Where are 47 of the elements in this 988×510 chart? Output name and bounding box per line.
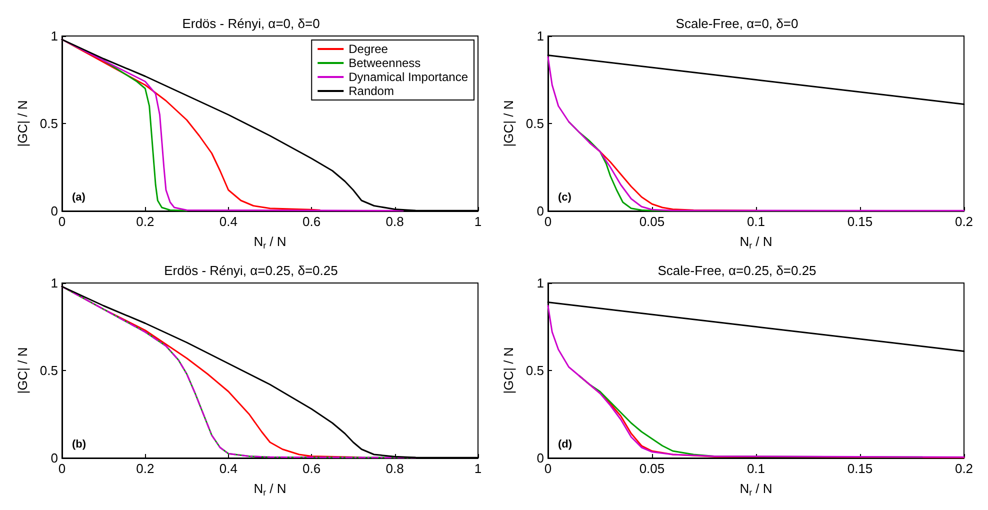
x-tick-label: 0.15 bbox=[847, 214, 873, 229]
x-tick-label: 0.6 bbox=[302, 214, 321, 229]
x-tick-label: 0.1 bbox=[746, 214, 766, 229]
x-tick-label: 0.15 bbox=[847, 461, 873, 476]
x-tick-label: 0.4 bbox=[219, 461, 238, 476]
y-tick-label: 0.5 bbox=[526, 116, 544, 131]
x-tick-label: 0.6 bbox=[302, 461, 321, 476]
annotation: (c) bbox=[558, 192, 572, 204]
legend-label: Dynamical Importance bbox=[348, 70, 468, 84]
x-tick-label: 0.2 bbox=[136, 461, 154, 476]
x-tick-label: 0.2 bbox=[136, 214, 154, 229]
y-tick-label: 1 bbox=[536, 28, 544, 44]
line-series bbox=[61, 38, 321, 211]
y-tick-label: 1 bbox=[50, 28, 58, 44]
y-axis-title: |GC| / N bbox=[501, 100, 516, 147]
y-tick-label: 1 bbox=[50, 276, 58, 290]
y-axis-title: |GC| / N bbox=[501, 347, 516, 394]
x-tick-label: 0.8 bbox=[386, 214, 404, 229]
legend-label: Betweenness bbox=[348, 56, 421, 70]
x-tick-label: 0.1 bbox=[746, 461, 766, 476]
y-tick-label: 0 bbox=[50, 204, 58, 218]
x-tick-label: 0.8 bbox=[386, 461, 404, 476]
legend-label: Random bbox=[348, 84, 394, 98]
annotation: (d) bbox=[558, 438, 572, 450]
y-tick-label: 0.5 bbox=[526, 363, 544, 378]
y-tick-label: 1 bbox=[536, 276, 544, 290]
chart-title: Scale-Free, α=0.25, δ=0.25 bbox=[658, 263, 816, 278]
chart-title: Scale-Free, α=0, δ=0 bbox=[676, 16, 798, 31]
x-tick-label: 0.4 bbox=[219, 214, 238, 229]
x-tick-label: 0.05 bbox=[639, 214, 665, 229]
y-axis-title: |GC| / N bbox=[15, 100, 30, 147]
y-tick-label: 0.5 bbox=[40, 363, 58, 378]
chart-title: Erdös - Rényi, α=0, δ=0 bbox=[182, 16, 320, 31]
y-tick-label: 0 bbox=[50, 450, 58, 466]
x-tick-label: 1 bbox=[474, 214, 482, 229]
x-tick-label: 1 bbox=[474, 461, 482, 476]
y-tick-label: 0 bbox=[536, 204, 544, 218]
x-tick-label: 0.2 bbox=[954, 461, 974, 476]
annotation: (a) bbox=[72, 192, 86, 204]
y-tick-label: 0.5 bbox=[40, 116, 58, 131]
y-tick-label: 0 bbox=[536, 450, 544, 466]
chart-title: Erdös - Rényi, α=0.25, δ=0.25 bbox=[164, 263, 338, 278]
annotation: (b) bbox=[72, 438, 86, 450]
x-tick-label: 0.2 bbox=[954, 214, 974, 229]
y-axis-title: |GC| / N bbox=[15, 347, 30, 394]
x-tick-label: 0.05 bbox=[639, 461, 665, 476]
legend-label: Degree bbox=[348, 42, 388, 56]
